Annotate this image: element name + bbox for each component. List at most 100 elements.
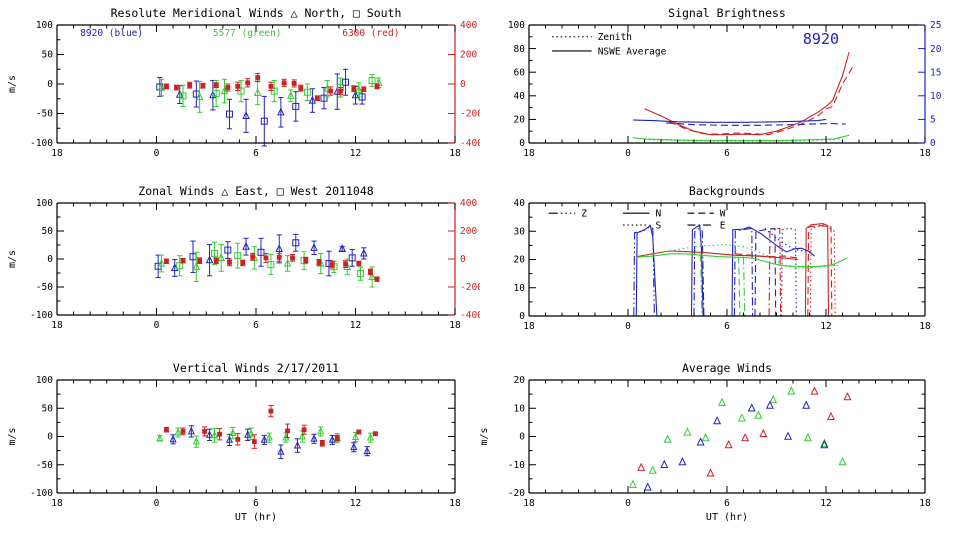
data-point-marker	[368, 272, 376, 281]
data-point-marker	[355, 85, 363, 93]
plot-signal-brightness: 18 0 6 12 18 0 20 40 60 80 100 0 5 10 15 20 25 Signal Bri…	[480, 0, 960, 180]
svg-text:60: 60	[514, 67, 526, 78]
data-point-marker	[747, 403, 756, 412]
series-line-6300-pulse2-n	[804, 223, 830, 317]
plot-vertical-winds: 18 0 6 12 18 -100 -50 0 50 100 m/s UT (hr) Vertical …	[0, 360, 480, 540]
svg-text:200: 200	[460, 50, 477, 61]
series-line-8920-pulse5-s	[780, 227, 797, 317]
data-point-marker	[229, 428, 237, 437]
plot-zonal-winds: 18061218-100-50050100-400-20002004006300…	[0, 180, 492, 360]
svg-text:18: 18	[51, 148, 63, 159]
svg-text:20: 20	[930, 44, 942, 55]
data-point-marker	[251, 439, 257, 444]
legend-label: Z	[581, 209, 587, 220]
data-point-marker	[701, 432, 710, 442]
data-point-marker	[179, 92, 187, 100]
data-point-marker	[310, 243, 318, 251]
data-point-marker	[270, 87, 278, 95]
data-point-marker	[366, 433, 375, 441]
svg-text:50: 50	[42, 403, 54, 414]
x-axis-label: UT (hr)	[235, 512, 277, 523]
data-point-marker	[268, 408, 274, 414]
data-point-marker	[303, 257, 309, 263]
series-line-6300-nswe	[644, 51, 850, 136]
data-point-marker	[257, 248, 265, 256]
svg-text:12: 12	[820, 498, 831, 509]
data-point-marker	[209, 90, 217, 99]
legend-label: Zenith	[598, 32, 632, 43]
svg-text:18: 18	[919, 321, 931, 332]
data-point-marker	[769, 394, 778, 404]
svg-text:0: 0	[625, 321, 631, 332]
data-point-marker	[363, 446, 371, 455]
data-point-marker	[205, 255, 214, 264]
x-axis-label: UT (hr)	[706, 512, 748, 523]
data-point-marker	[225, 110, 233, 118]
data-point-marker	[250, 254, 256, 260]
data-point-marker	[192, 262, 201, 270]
data-point-marker	[737, 413, 746, 422]
svg-text:-50: -50	[36, 460, 53, 471]
series-line-5577-spike0	[700, 253, 703, 317]
plot-title: Average Winds	[682, 361, 772, 375]
data-point-marker	[263, 255, 269, 261]
svg-text:18: 18	[919, 498, 931, 509]
svg-text:100: 100	[36, 20, 53, 31]
data-point-marker	[826, 411, 835, 421]
data-point-marker	[211, 249, 219, 257]
data-point-marker	[660, 459, 669, 469]
data-point-marker	[245, 80, 251, 86]
data-point-marker	[314, 95, 320, 101]
data-point-marker	[368, 269, 373, 275]
data-point-marker	[648, 465, 657, 474]
data-point-marker	[205, 430, 214, 438]
data-point-marker	[356, 429, 362, 435]
y-axis-label: m/s	[7, 427, 18, 445]
svg-text:-400: -400	[460, 138, 480, 149]
series-line-5577-zenith	[644, 137, 843, 142]
data-point-marker	[156, 433, 164, 442]
data-point-marker	[292, 239, 300, 247]
svg-text:6: 6	[724, 148, 730, 159]
data-point-marker	[338, 244, 347, 253]
data-point-marker	[292, 102, 300, 110]
data-point-marker	[224, 246, 232, 254]
plot-title: Vertical Winds 2/17/2011	[173, 361, 339, 375]
data-point-marker	[351, 86, 357, 92]
series-8920	[156, 68, 366, 147]
svg-text:18: 18	[523, 148, 535, 159]
series-line-6300-pulse2-w	[807, 225, 833, 317]
data-point-marker	[164, 258, 169, 264]
data-point-marker	[683, 427, 692, 436]
svg-text:0: 0	[154, 498, 160, 509]
svg-text:0: 0	[47, 254, 53, 265]
data-point-marker	[374, 276, 380, 282]
data-point-marker	[328, 88, 334, 94]
data-point-marker	[265, 433, 273, 441]
svg-text:0: 0	[930, 138, 936, 149]
data-point-marker	[164, 83, 169, 89]
data-point-marker	[195, 92, 204, 101]
svg-text:0: 0	[47, 79, 53, 90]
data-point-marker	[323, 83, 332, 92]
svg-text:-10: -10	[508, 460, 525, 471]
svg-text:6: 6	[253, 320, 259, 331]
series-line-8920-nswe	[632, 118, 827, 123]
data-point-marker	[342, 78, 350, 86]
data-point-marker	[237, 87, 245, 95]
data-point-marker	[351, 432, 360, 440]
data-point-marker	[298, 431, 307, 440]
plot-title: Zonal Winds △ East, □ West 2011048	[138, 184, 373, 198]
data-point-marker	[217, 431, 222, 437]
data-point-marker	[174, 427, 182, 436]
svg-text:80: 80	[514, 44, 526, 55]
data-point-marker	[374, 83, 380, 89]
svg-text:10: 10	[514, 403, 526, 414]
plot-backgrounds: 18 0 6 12 18 0 10 20 30 40 Backgrounds Z N W S E	[480, 180, 960, 360]
series-line-6300-base-n	[636, 250, 798, 261]
data-point-marker	[329, 262, 335, 267]
svg-text:0: 0	[625, 148, 631, 159]
data-point-marker	[197, 258, 203, 264]
svg-text:400: 400	[460, 198, 477, 209]
data-point-marker	[628, 479, 637, 488]
